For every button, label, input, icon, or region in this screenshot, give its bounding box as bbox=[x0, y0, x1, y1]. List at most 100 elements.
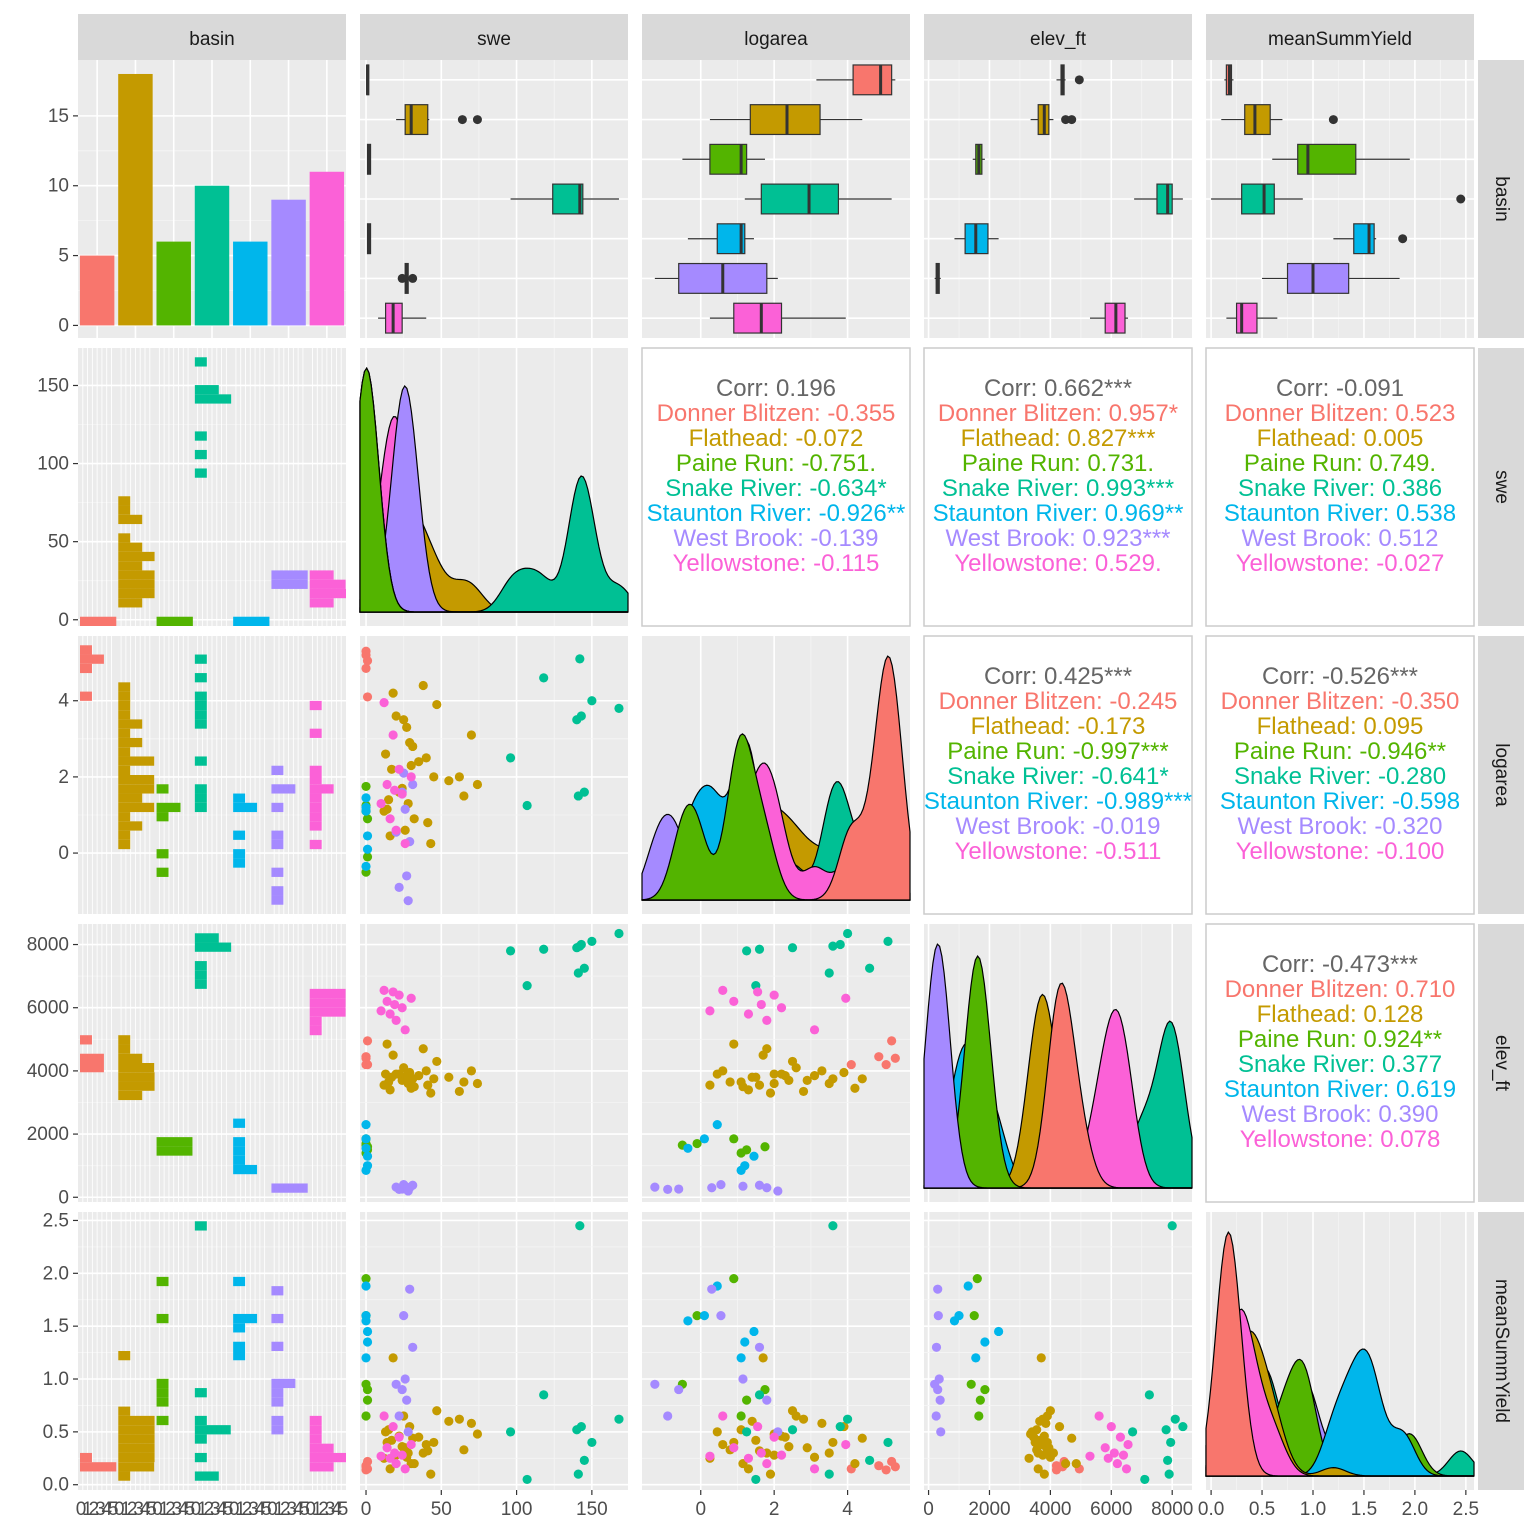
scatter-point-Yellowstone bbox=[390, 785, 400, 795]
scatter-point-Snake River bbox=[579, 1455, 589, 1466]
scatter-point-Flathead bbox=[426, 1088, 436, 1098]
scatter-point-West Brook bbox=[403, 896, 413, 906]
scatter-point-Staunton River bbox=[749, 1326, 759, 1337]
scatter-point-Snake River bbox=[587, 936, 597, 946]
corr-Snake River: Snake River: 0.377 bbox=[1238, 1051, 1442, 1078]
hist-bar-West Brook bbox=[271, 1388, 284, 1398]
scatter-point-West Brook bbox=[762, 1183, 772, 1193]
scatter-point-Flathead bbox=[421, 1066, 431, 1076]
scatter-point-Yellowstone bbox=[1085, 1451, 1095, 1461]
hist-bar-Paine Run bbox=[156, 802, 181, 813]
corr-West Brook: West Brook: -0.019 bbox=[956, 813, 1161, 840]
scatter-point-Snake River bbox=[539, 944, 549, 954]
scatter-point-Snake River bbox=[754, 1390, 765, 1400]
x-tick-label-facet: 3 bbox=[133, 1499, 144, 1520]
corr-Snake River: Snake River: -0.634* bbox=[665, 475, 886, 502]
hist-bar-West Brook bbox=[271, 570, 308, 580]
scatter-point-Yellowstone bbox=[406, 993, 416, 1003]
scatter-point-Snake River bbox=[824, 968, 834, 978]
scatter-point-Yellowstone bbox=[385, 814, 395, 824]
x-tick-label: 0 bbox=[361, 1499, 372, 1520]
corr-group: Corr: 0.662***Donner Blitzen: 0.957*Flat… bbox=[933, 375, 1184, 577]
hist-bar-West Brook bbox=[271, 802, 284, 813]
scatter-point-West Brook bbox=[663, 1411, 673, 1421]
scatter-point-Flathead bbox=[802, 1075, 812, 1085]
scatter-point-Paine Run bbox=[362, 852, 373, 862]
hist-bar-Snake River bbox=[194, 1388, 207, 1398]
y-tick-label: 150 bbox=[37, 375, 69, 396]
strip-right-swe bbox=[1478, 348, 1524, 626]
scatter-point-Flathead bbox=[1036, 1353, 1046, 1363]
scatter-point-Yellowstone bbox=[397, 1003, 407, 1013]
hist-bar-Yellowstone bbox=[309, 579, 346, 589]
corr-Flathead: Flathead: -0.173 bbox=[971, 713, 1146, 740]
scatter-point-Staunton River bbox=[963, 1281, 973, 1291]
scatter-point-Flathead bbox=[762, 1044, 772, 1054]
hist-bar-Snake River bbox=[194, 468, 207, 478]
corr-overall: Corr: -0.526*** bbox=[1262, 663, 1418, 690]
hist-bar-Snake River bbox=[194, 784, 207, 794]
hist-bar-Yellowstone bbox=[309, 1425, 322, 1435]
hist-bar-Staunton River bbox=[233, 858, 246, 868]
scatter-point-West Brook bbox=[738, 1181, 748, 1191]
corr-Staunton River: Staunton River: 0.969** bbox=[933, 500, 1184, 527]
scatter-point-Flathead bbox=[444, 776, 454, 786]
scatter-point-Snake River bbox=[614, 928, 624, 939]
x-tick-label-facet: 0 bbox=[267, 1499, 278, 1520]
scatter-point-Snake River bbox=[742, 946, 752, 956]
scatter-point-Flathead bbox=[406, 760, 416, 771]
hist-bar-Donner Blitzen bbox=[80, 663, 92, 674]
outlier-point bbox=[1328, 115, 1338, 125]
scatter-point-Staunton River bbox=[362, 844, 373, 854]
scatter-point-Yellowstone bbox=[718, 985, 728, 995]
scatter-point-Yellowstone bbox=[388, 1421, 398, 1432]
x-tick-label-facet: 0 bbox=[76, 1499, 87, 1520]
scatter-point-Flathead bbox=[384, 795, 394, 805]
scatter-point-Flathead bbox=[388, 1353, 398, 1363]
scatter-point-Yellowstone bbox=[753, 1421, 763, 1432]
hist-bar-Flathead bbox=[118, 1035, 131, 1045]
scatter-point-Snake River bbox=[883, 1437, 893, 1448]
strip-top-logarea bbox=[642, 14, 910, 60]
scatter-point-Paine Run bbox=[362, 1395, 373, 1405]
strip-label-elev_ft: elev_ft bbox=[1030, 29, 1087, 50]
box-Flathead bbox=[1244, 104, 1271, 136]
corr-West Brook: West Brook: 0.923*** bbox=[945, 525, 1170, 552]
x-tick-label-facet: 5 bbox=[146, 1499, 157, 1520]
hist-bar-Flathead bbox=[118, 514, 143, 525]
scatter-point-Staunton River bbox=[980, 1337, 990, 1347]
hist-bar-Paine Run bbox=[156, 812, 169, 822]
hist-bar-West Brook bbox=[271, 867, 284, 877]
x-tick-label-facet: 1 bbox=[159, 1499, 170, 1520]
scatter-point-Flathead bbox=[444, 1072, 454, 1082]
scatter-point-Yellowstone bbox=[762, 1015, 772, 1025]
scatter-point-Paine Run bbox=[760, 1142, 770, 1152]
density-Donner Blitzen bbox=[642, 655, 911, 901]
x-tick-label: 4 bbox=[842, 1499, 853, 1520]
scatter-point-Staunton River bbox=[736, 1353, 746, 1363]
scatter-point-Snake River bbox=[1164, 1469, 1174, 1479]
outlier-point bbox=[457, 115, 467, 125]
scatter-point-Flathead bbox=[408, 741, 418, 752]
scatter-point-Snake River bbox=[576, 1421, 586, 1432]
scatter-point-Flathead bbox=[1024, 1453, 1034, 1463]
scatter-point-Flathead bbox=[809, 1071, 820, 1081]
hist-bar-Paine Run bbox=[156, 867, 169, 877]
x-tick-label: 150 bbox=[576, 1499, 608, 1520]
scatter-point-Snake River bbox=[1128, 1427, 1138, 1437]
scatter-point-West Brook bbox=[405, 1284, 415, 1294]
hist-bar-Staunton River bbox=[233, 616, 270, 626]
corr-Paine Run: Paine Run: 0.924** bbox=[1238, 1026, 1442, 1053]
scatter-point-Yellowstone bbox=[1109, 1448, 1119, 1458]
scatter-point-Flathead bbox=[432, 1406, 442, 1416]
scatter-point-Flathead bbox=[850, 1458, 860, 1469]
hist-bar-Yellowstone bbox=[309, 1452, 346, 1463]
strip-top-basin bbox=[78, 14, 346, 60]
hist-bar-Flathead bbox=[118, 561, 143, 571]
scatter-point-Donner Blitzen bbox=[890, 1053, 900, 1063]
scatter-point-Flathead bbox=[429, 1437, 439, 1448]
scatter-point-Yellowstone bbox=[776, 1450, 787, 1460]
scatter-point-Snake River bbox=[1163, 1455, 1173, 1466]
scatter-point-Staunton River bbox=[712, 1120, 722, 1130]
scatter-point-Yellowstone bbox=[397, 789, 407, 799]
